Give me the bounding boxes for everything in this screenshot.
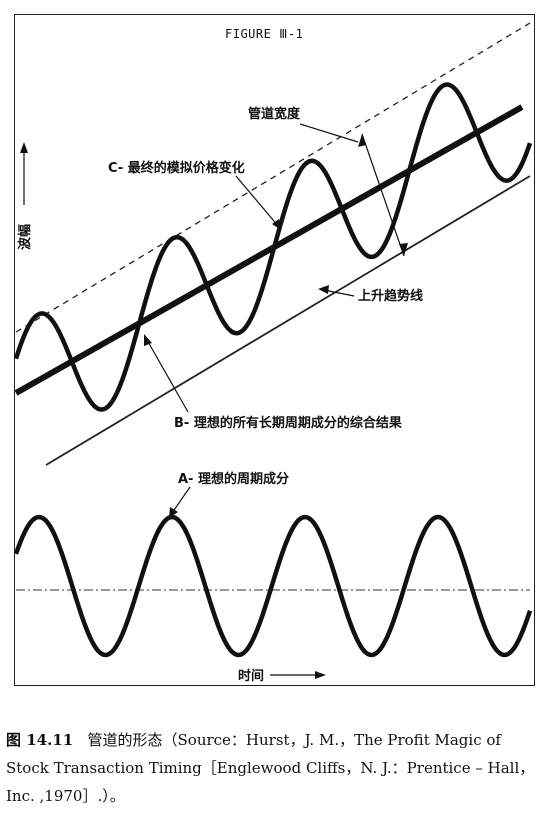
channel-width-arrowhead-up — [358, 134, 366, 147]
sum-cycles-leader — [146, 339, 189, 413]
final-price-leader — [235, 175, 280, 228]
y-axis-arrowhead — [20, 142, 28, 153]
uptrend-arrowhead — [318, 285, 329, 294]
ideal-cycle-arrowhead — [169, 507, 178, 518]
ideal-cycle-curve — [13, 514, 533, 658]
figure-frame — [14, 14, 535, 686]
channel-width-label: 管道宽度 — [248, 106, 301, 122]
ideal-cycle-label: A- 理想的周期成分 — [178, 471, 289, 487]
uptrend-label: 上升趋势线 — [358, 288, 423, 304]
ideal-cycle-leader — [171, 486, 191, 514]
x-axis-label: 时间 — [238, 668, 264, 684]
figure-caption: 图 14.11 管道的形态（Source：Hurst，J. M.，The Pro… — [6, 726, 542, 810]
figure-title: FIGURE Ⅲ-1 — [225, 27, 303, 41]
final-price-label: C- 最终的模拟价格变化 — [108, 160, 245, 176]
x-axis-arrowhead — [315, 671, 326, 679]
caption-text: 管道的形态（Source：Hurst，J. M.，The Profit Magi… — [6, 731, 535, 805]
channel-width-leader — [299, 123, 359, 143]
uptrend-line — [45, 175, 531, 466]
sum-cycles-arrowhead — [144, 334, 152, 346]
upper-channel-line — [15, 22, 531, 333]
sum-of-cycles-line — [14, 104, 524, 396]
sum-cycles-label: B- 理想的所有长期周期成分的综合结果 — [174, 415, 402, 431]
final-price-arrowhead — [272, 219, 281, 230]
caption-number: 图 14.11 — [6, 731, 74, 749]
y-axis-label: 波幅 — [17, 224, 33, 250]
simulated-price-curve — [13, 82, 533, 412]
channel-diagram: FIGURE Ⅲ-1 管道宽度 C- 最终的模拟价格变化 上升趋势线 B- 理想… — [13, 22, 533, 684]
channel-width-arrowhead-down — [399, 243, 408, 256]
uptrend-leader — [323, 289, 355, 297]
channel-width-arrow — [361, 133, 405, 257]
